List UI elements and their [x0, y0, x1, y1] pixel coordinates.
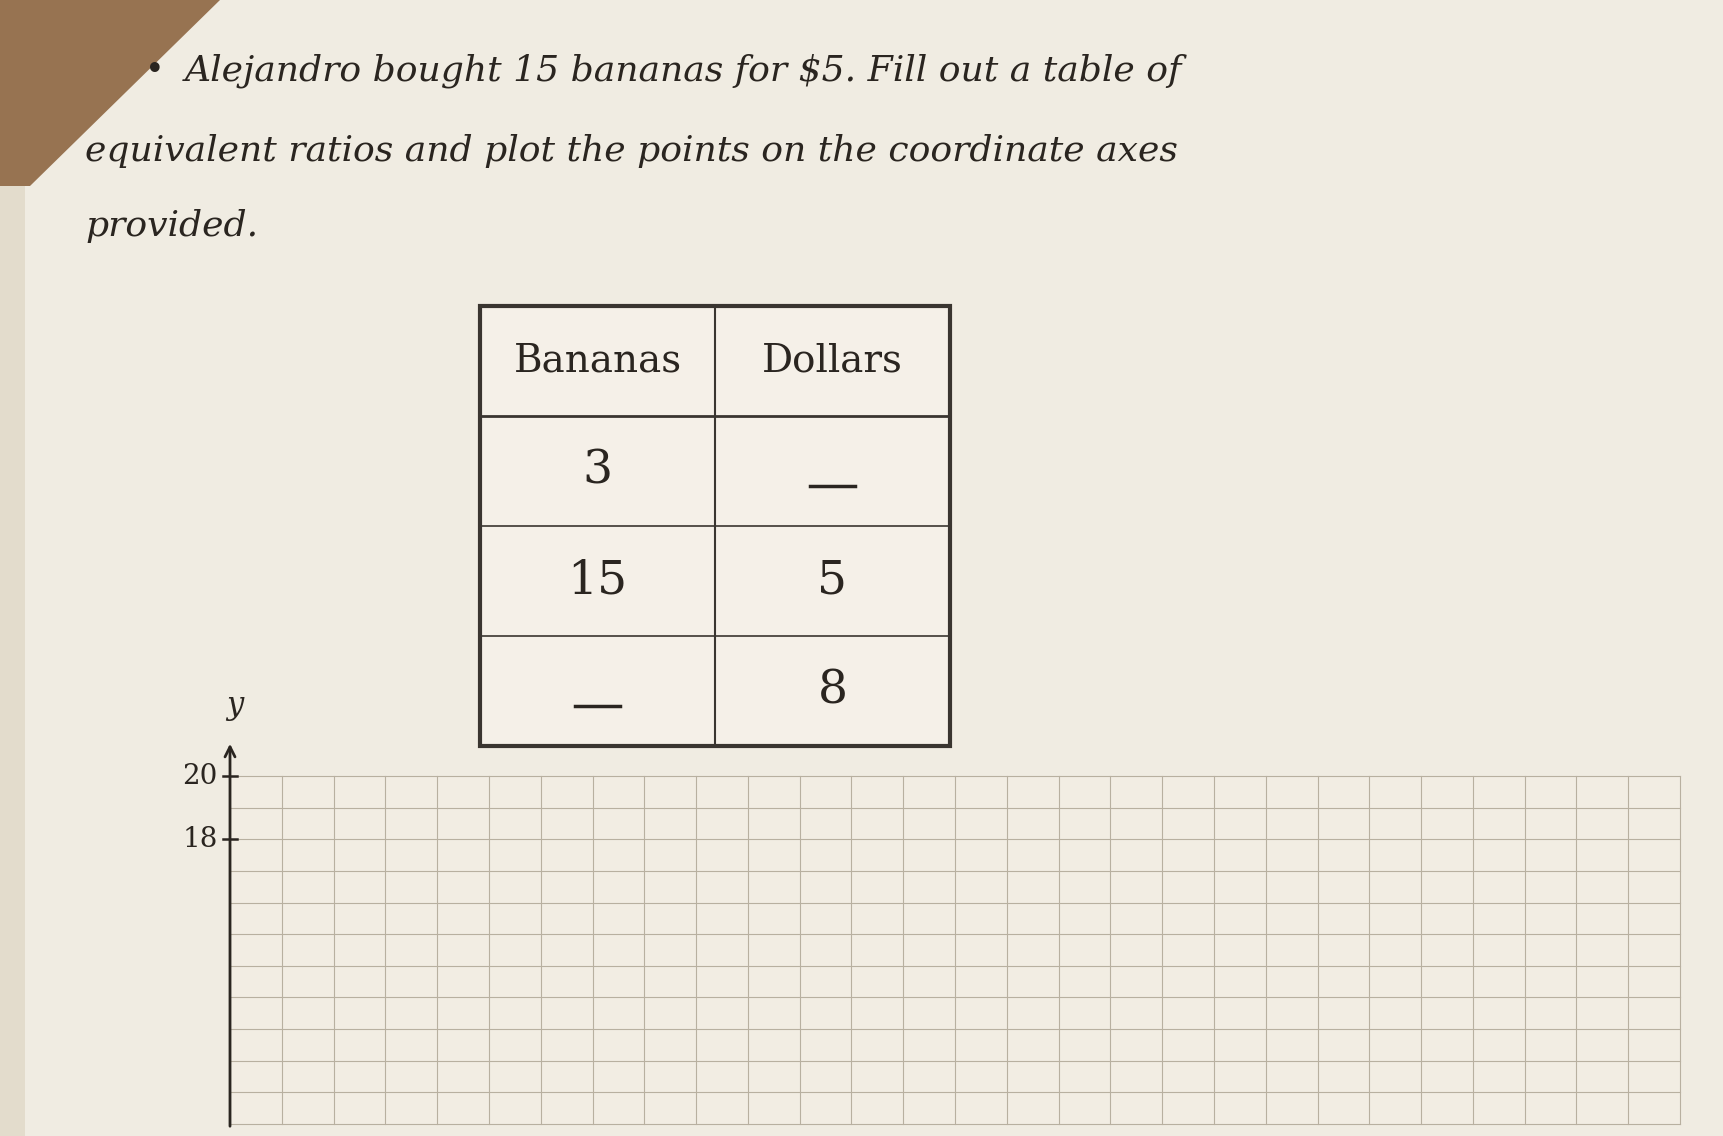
Text: provided.: provided. — [84, 209, 258, 243]
Text: Alejandro bought 15 bananas for $5. Fill out a table of: Alejandro bought 15 bananas for $5. Fill… — [184, 53, 1182, 89]
Text: 5: 5 — [817, 559, 848, 603]
Bar — [0, 186, 26, 1136]
Text: y: y — [226, 690, 243, 721]
Text: Dollars: Dollars — [762, 342, 903, 379]
Bar — [479, 306, 949, 746]
Text: 20: 20 — [183, 762, 217, 790]
Bar — [479, 306, 949, 746]
Text: 18: 18 — [183, 826, 217, 853]
Bar — [479, 306, 949, 746]
Text: Bananas: Bananas — [513, 342, 681, 379]
Polygon shape — [0, 0, 221, 186]
Text: 8: 8 — [817, 668, 848, 713]
Text: equivalent ratios and plot the points on the coordinate axes: equivalent ratios and plot the points on… — [84, 134, 1177, 168]
Text: •: • — [145, 55, 165, 87]
Text: 15: 15 — [567, 559, 627, 603]
Text: 3: 3 — [582, 449, 612, 494]
Bar — [229, 776, 1678, 1124]
